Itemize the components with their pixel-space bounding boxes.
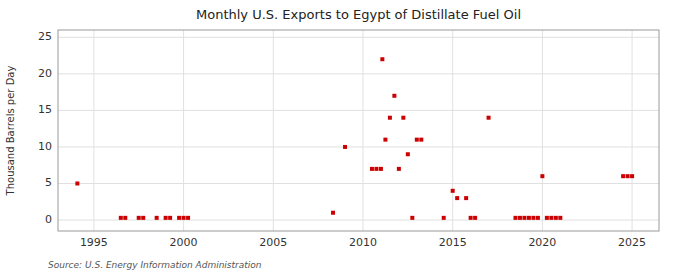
point [397,167,401,171]
x-grid-line [93,30,94,231]
ticks: 05101520251995200020052010201520202025 [38,30,646,249]
point [374,167,378,171]
point [536,216,540,220]
point [626,174,630,178]
point [545,216,549,220]
point [513,216,517,220]
point [558,216,562,220]
y-tick-label: 25 [38,30,52,43]
point [388,116,392,120]
y-grid-line [58,73,659,74]
point [177,216,181,220]
x-tick-label: 2005 [259,236,287,249]
point [549,216,553,220]
y-tick-label: 20 [38,67,52,80]
point [455,196,459,200]
point [380,57,384,61]
point [554,216,558,220]
source-note: Source: U.S. Energy Information Administ… [48,260,262,270]
y-tick-label: 15 [38,103,52,116]
point [168,216,172,220]
point [531,216,535,220]
title: Monthly U.S. Exports to Egypt of Distill… [196,7,521,22]
x-tick-label: 2025 [618,236,646,249]
point [164,216,168,220]
point [451,189,455,193]
grid [58,30,659,231]
x-tick-label: 2000 [170,236,198,249]
y-axis-label: Thousand Barrels per Day [5,66,16,197]
point [123,216,127,220]
point [406,152,410,156]
point [141,216,145,220]
x-grid-line [542,30,543,231]
point [469,216,473,220]
point [75,181,79,185]
point [415,138,419,142]
point [379,167,383,171]
y-grid-line [58,146,659,147]
y-grid-line [58,220,659,221]
x-tick-label: 2015 [439,236,467,249]
point [522,216,526,220]
point [487,116,491,120]
y-grid-line [58,183,659,184]
y-tick-label: 0 [45,213,52,226]
x-grid-line [183,30,184,231]
point [464,196,468,200]
point [182,216,186,220]
points [75,57,634,220]
x-grid-line [273,30,274,231]
point [419,138,423,142]
point [540,174,544,178]
x-tick-label: 1995 [80,236,108,249]
point [442,216,446,220]
point [473,216,477,220]
point [630,174,634,178]
point [410,216,414,220]
point [331,211,335,215]
plot-frame [58,30,659,231]
point [343,145,347,149]
y-tick-label: 10 [38,140,52,153]
point [392,94,396,98]
y-grid-line [58,110,659,111]
point [370,167,374,171]
x-tick-label: 2010 [349,236,377,249]
point [527,216,531,220]
x-grid-line [452,30,453,231]
x-grid-line [362,30,363,231]
point [119,216,123,220]
point [137,216,141,220]
point [383,138,387,142]
point [518,216,522,220]
point [186,216,190,220]
point [401,116,405,120]
y-tick-label: 5 [45,176,52,189]
chart: 05101520251995200020052010201520202025Mo… [0,0,675,275]
y-grid-line [58,37,659,38]
point [155,216,159,220]
x-tick-label: 2020 [528,236,556,249]
x-grid-line [632,30,633,231]
point [621,174,625,178]
